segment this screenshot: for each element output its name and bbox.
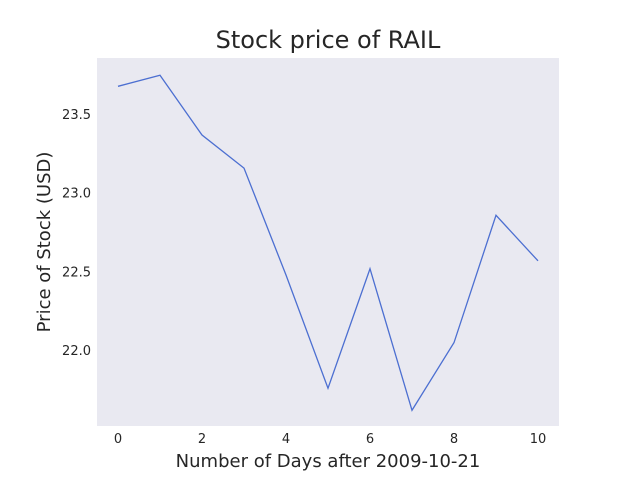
plot-area <box>97 58 559 426</box>
x-tick-label: 4 <box>282 432 290 447</box>
y-tick-label: 23.5 <box>62 108 91 123</box>
x-tick-label: 6 <box>366 432 374 447</box>
y-tick-label: 22.5 <box>62 265 91 280</box>
y-axis-ticks: 22.0 22.5 23.0 23.5 <box>62 108 91 359</box>
x-tick-label: 8 <box>450 432 458 447</box>
y-tick-label: 23.0 <box>62 187 91 202</box>
series-line <box>117 74 539 412</box>
y-tick-label: 22.0 <box>62 344 91 359</box>
x-tick-label: 10 <box>530 432 547 447</box>
x-axis-ticks: 0 2 4 6 8 10 <box>114 432 546 447</box>
x-tick-label: 2 <box>198 432 206 447</box>
chart-title: Stock price of RAIL <box>216 26 441 54</box>
x-axis-label: Number of Days after 2009-10-21 <box>176 451 481 472</box>
y-axis-label: Price of Stock (USD) <box>34 152 55 333</box>
x-tick-label: 0 <box>114 432 122 447</box>
